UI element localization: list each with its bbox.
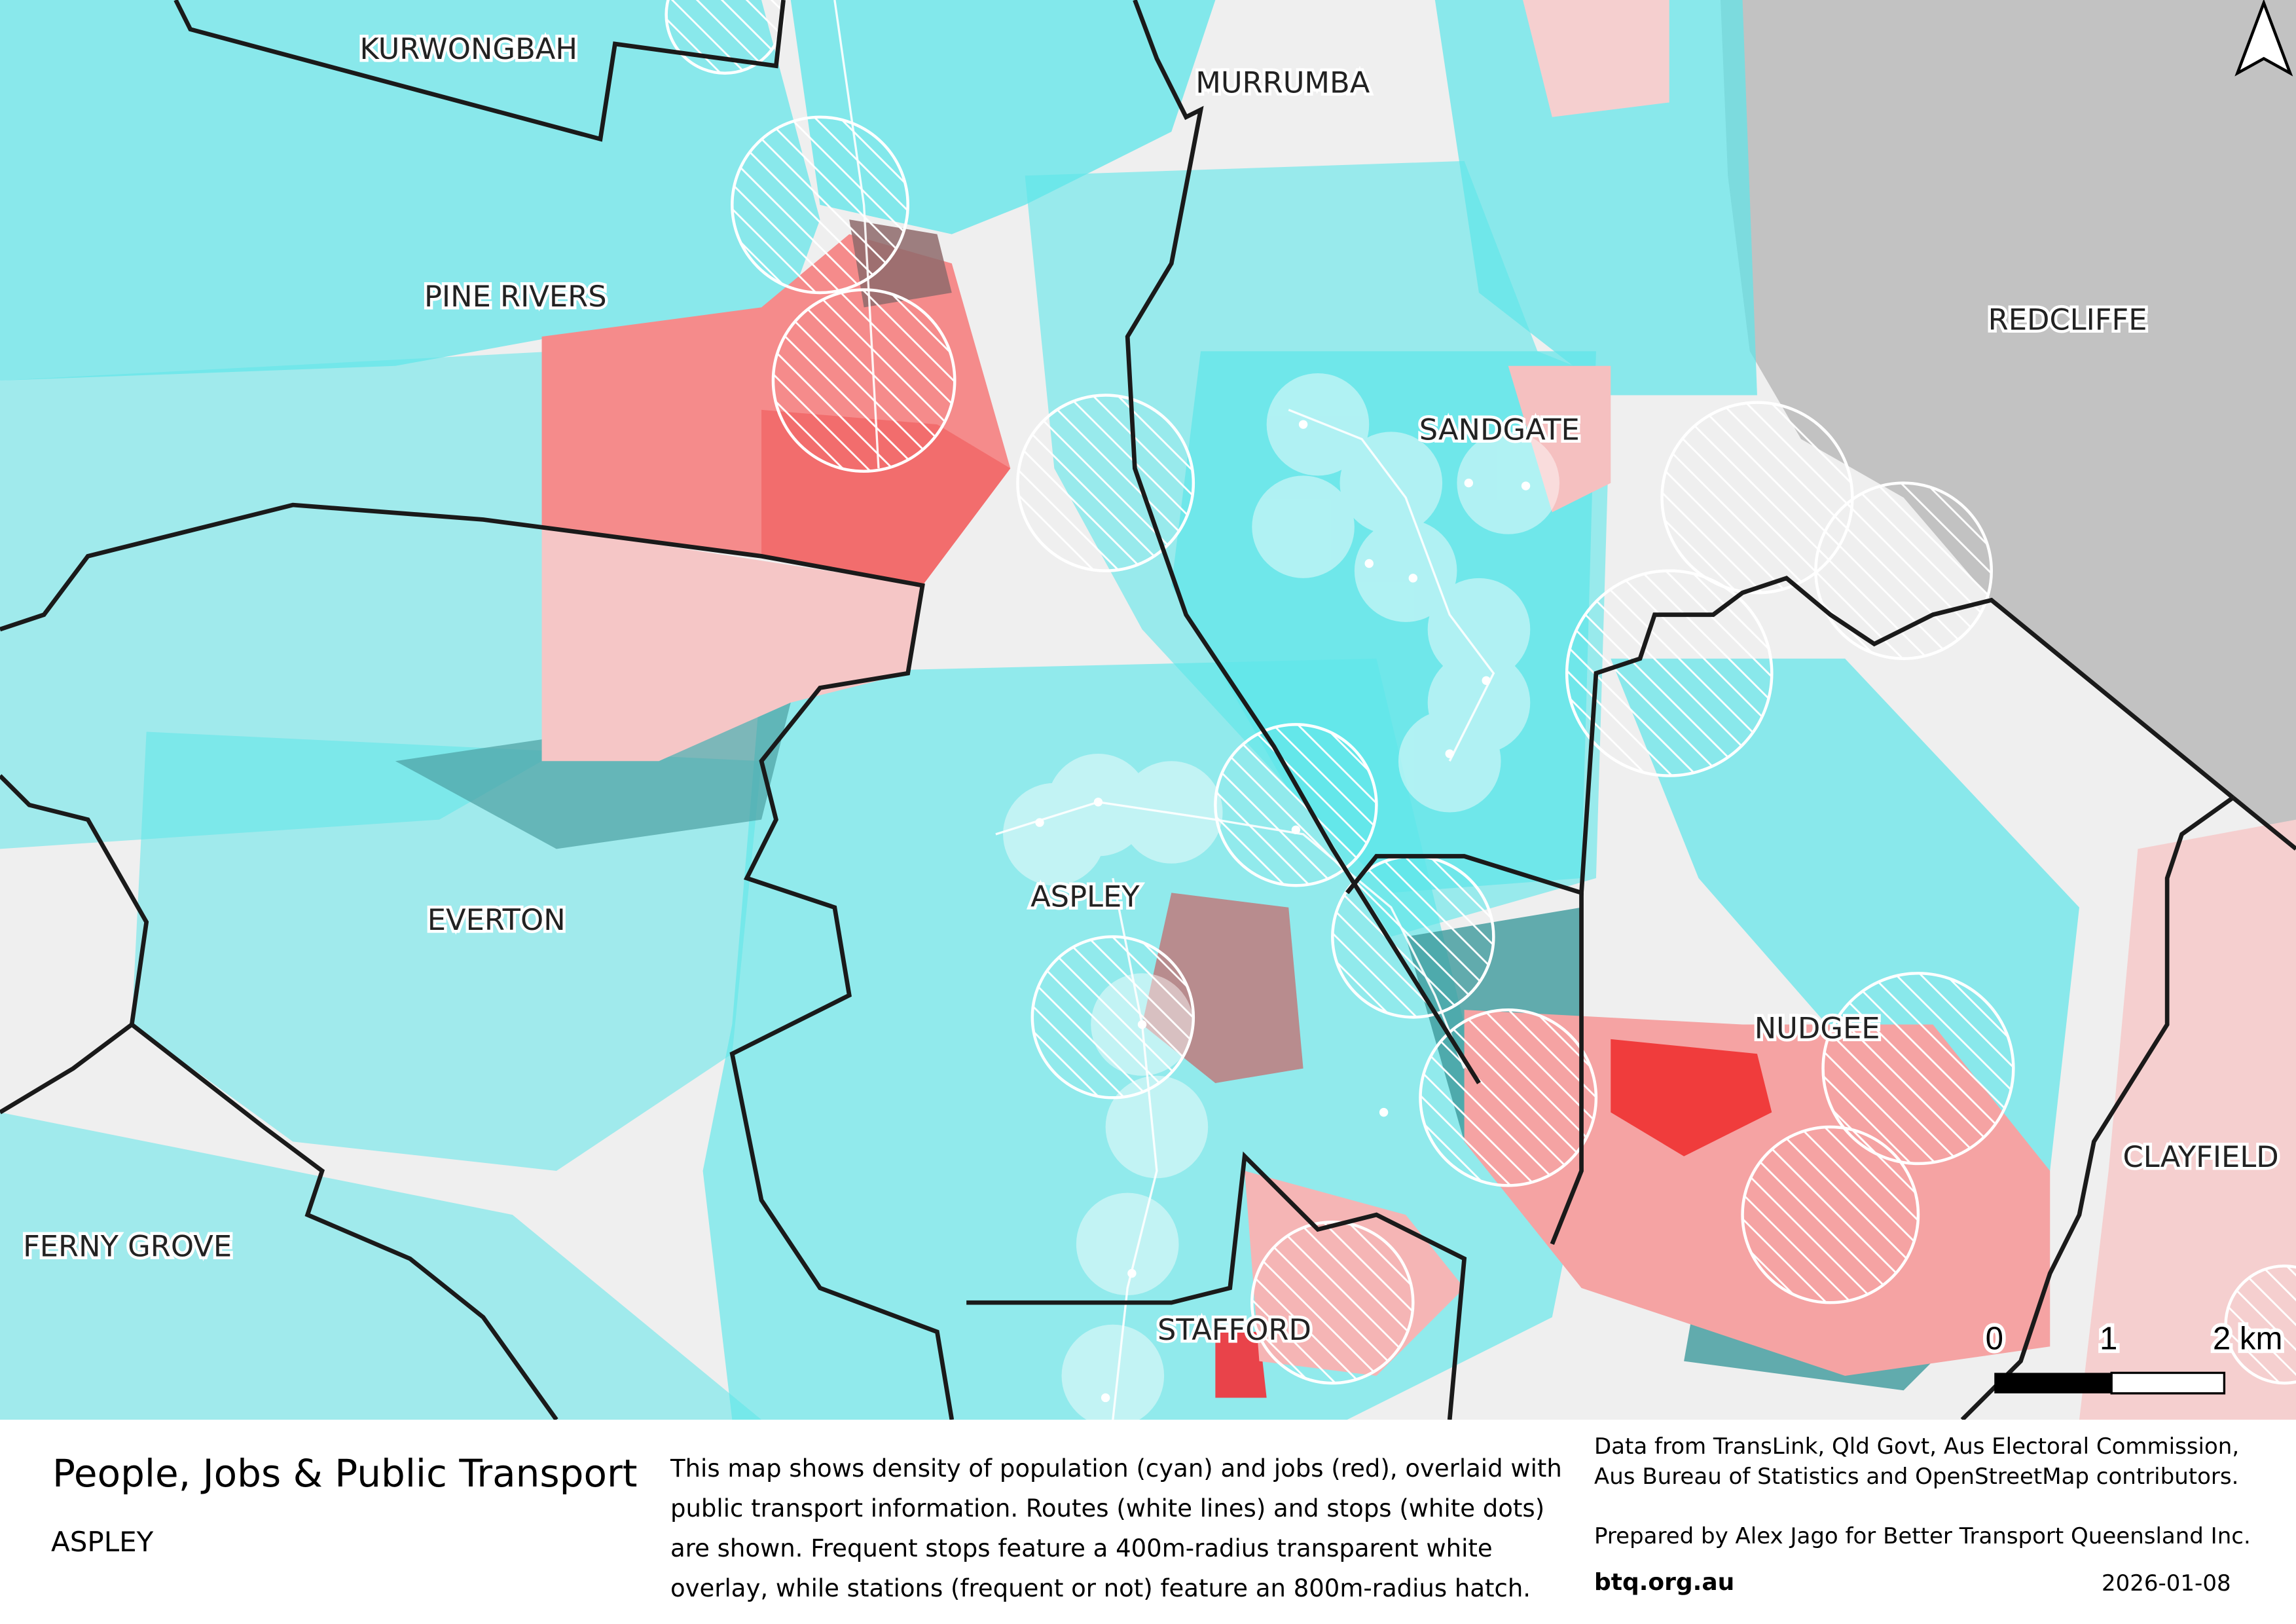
- label-everton: EVERTON: [428, 902, 566, 937]
- map-footer: People, Jobs & Public Transport ASPLEY T…: [0, 1420, 2296, 1624]
- scale-label-0: 0: [1986, 1321, 2003, 1357]
- transit-stops: [1035, 420, 1531, 1403]
- map-date: 2026-01-08: [2102, 1570, 2231, 1596]
- map-description: This map shows density of population (cy…: [670, 1449, 1574, 1608]
- map-subtitle: ASPLEY: [51, 1526, 154, 1558]
- scale-label-1: 1: [2100, 1321, 2117, 1357]
- sea-moreton-bay: [1721, 0, 2296, 849]
- place-labels: KURWONGBAH MURRUMBA PINE RIVERS REDCLIFF…: [20, 29, 2282, 1350]
- data-credits: Data from TransLink, Qld Govt, Aus Elect…: [1594, 1431, 2239, 1492]
- label-redcliffe: REDCLIFFE: [1988, 303, 2147, 337]
- credits-line: Aus Bureau of Statistics and OpenStreetM…: [1594, 1464, 2239, 1490]
- north-arrow-icon: [2234, 0, 2293, 77]
- description-line: This map shows density of population (cy…: [670, 1454, 1562, 1483]
- map-title: People, Jobs & Public Transport: [52, 1451, 638, 1496]
- website-link[interactable]: btq.org.au: [1594, 1569, 1735, 1596]
- description-line: are shown. Frequent stops feature a 400m…: [670, 1534, 1493, 1562]
- label-murrumba: MURRUMBA: [1195, 65, 1370, 100]
- label-stafford: STAFFORD: [1157, 1312, 1311, 1347]
- scale-bar: 0 1 2 km: [1982, 1317, 2286, 1395]
- label-nudgee: NUDGEE: [1755, 1010, 1880, 1045]
- description-line: overlay, while stations (frequent or not…: [670, 1574, 1531, 1602]
- prepared-by: Prepared by Alex Jago for Better Transpo…: [1594, 1523, 2251, 1549]
- label-pine-rivers: PINE RIVERS: [424, 279, 607, 314]
- description-line: public transport information. Routes (wh…: [670, 1494, 1545, 1522]
- label-aspley: ASPLEY: [1030, 879, 1140, 913]
- credits-line: Data from TransLink, Qld Govt, Aus Elect…: [1594, 1433, 2240, 1460]
- label-kurwongbah: KURWONGBAH: [359, 31, 577, 66]
- scale-label-2km: 2 km: [2213, 1321, 2283, 1357]
- station-hatch-overlays: [665, 0, 2296, 1385]
- label-sandgate: SANDGATE: [1419, 412, 1580, 447]
- label-ferny-grove: FERNY GROVE: [23, 1229, 232, 1264]
- electorate-boundaries: [0, 0, 2296, 1420]
- label-clayfield: CLAYFIELD: [2123, 1139, 2279, 1174]
- map[interactable]: KURWONGBAH MURRUMBA PINE RIVERS REDCLIFF…: [0, 0, 2296, 1420]
